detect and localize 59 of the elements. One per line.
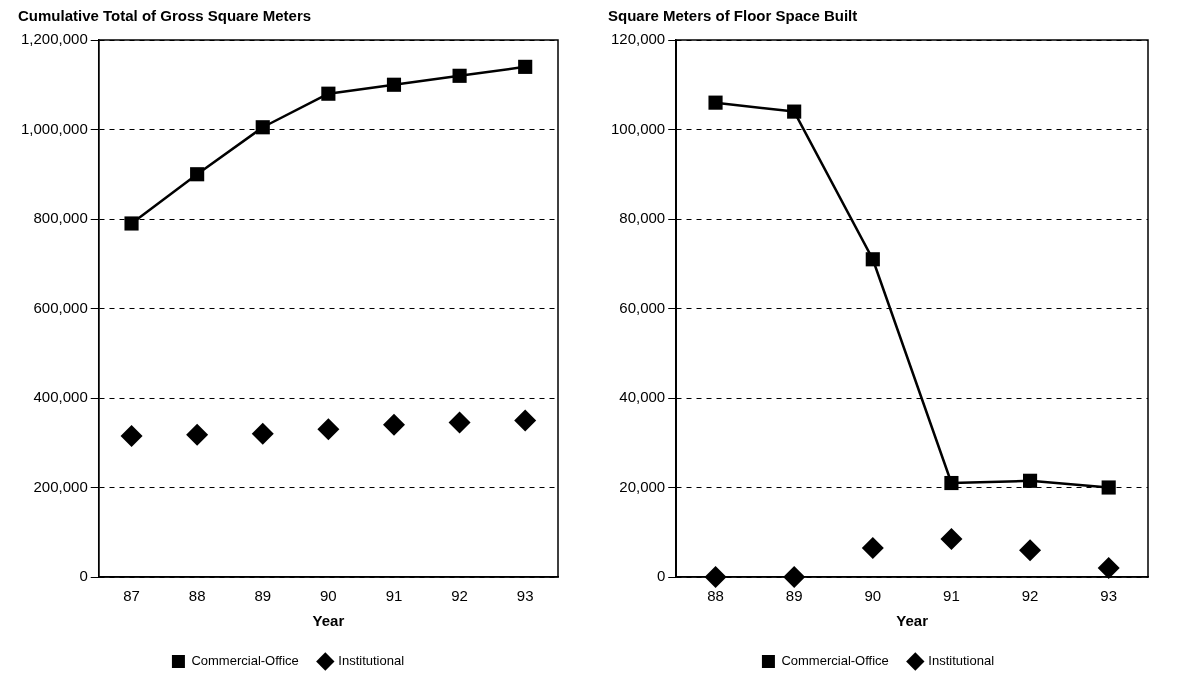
x-tick-label: 92 bbox=[1021, 587, 1039, 605]
point bbox=[787, 104, 802, 119]
y-tick-label: 120,000 bbox=[610, 30, 666, 48]
x-tick-label: 88 bbox=[188, 587, 206, 605]
x-axis-title: Year bbox=[312, 612, 345, 630]
x-tick-label: 87 bbox=[123, 587, 140, 605]
x-tick-label: 89 bbox=[785, 587, 803, 605]
y-tick-label: 800,000 bbox=[33, 209, 88, 227]
x-tick-label: 88 bbox=[707, 587, 724, 605]
legend-label: Commercial-Office bbox=[191, 653, 299, 669]
y-tick-label: 20,000 bbox=[619, 477, 666, 495]
point bbox=[1097, 557, 1120, 580]
y-tick-label: 80,000 bbox=[619, 209, 666, 227]
point bbox=[940, 527, 963, 550]
point bbox=[1101, 480, 1116, 495]
y-tick-label: 200,000 bbox=[33, 477, 88, 495]
point bbox=[382, 413, 405, 436]
x-tick-label: 92 bbox=[451, 587, 468, 605]
point bbox=[321, 86, 336, 101]
y-tick-label: 0 bbox=[79, 567, 88, 585]
x-tick-label: 93 bbox=[1100, 587, 1118, 605]
legend-label: Commercial-Office bbox=[781, 653, 889, 669]
y-tick-label: 40,000 bbox=[619, 388, 666, 406]
y-tick-label: 60,000 bbox=[619, 298, 666, 316]
point bbox=[186, 423, 209, 446]
legend-label: Institutional bbox=[928, 653, 995, 669]
point bbox=[708, 95, 723, 110]
point bbox=[120, 425, 143, 448]
point bbox=[190, 167, 205, 182]
x-tick-label: 91 bbox=[385, 587, 403, 605]
chart-title: Cumulative Total of Gross Square Meters bbox=[18, 7, 312, 25]
y-tick-label: 1,000,000 bbox=[21, 119, 88, 137]
x-tick-label: 91 bbox=[943, 587, 960, 605]
y-tick-label: 400,000 bbox=[33, 388, 88, 406]
x-tick-label: 90 bbox=[320, 587, 337, 605]
point bbox=[944, 475, 959, 491]
point bbox=[865, 252, 880, 267]
point bbox=[1019, 539, 1042, 562]
point bbox=[518, 59, 533, 74]
point bbox=[124, 216, 139, 231]
point bbox=[386, 77, 402, 92]
x-tick-label: 93 bbox=[516, 587, 534, 605]
point bbox=[861, 536, 884, 559]
point bbox=[448, 411, 471, 434]
point bbox=[251, 422, 274, 445]
point bbox=[1022, 473, 1038, 488]
point bbox=[255, 120, 270, 135]
point bbox=[514, 409, 537, 432]
legend-label: Institutional bbox=[338, 653, 405, 669]
y-tick-label: 100,000 bbox=[610, 119, 666, 137]
x-axis-title: Year bbox=[896, 612, 929, 630]
y-tick-label: 1,200,000 bbox=[21, 30, 88, 48]
y-tick-label: 600,000 bbox=[33, 298, 88, 316]
chart-title: Square Meters of Floor Space Built bbox=[608, 7, 858, 25]
x-tick-label: 89 bbox=[254, 587, 272, 605]
y-tick-label: 0 bbox=[656, 567, 666, 585]
x-tick-label: 90 bbox=[864, 587, 882, 605]
point bbox=[452, 68, 467, 83]
point bbox=[317, 418, 340, 441]
